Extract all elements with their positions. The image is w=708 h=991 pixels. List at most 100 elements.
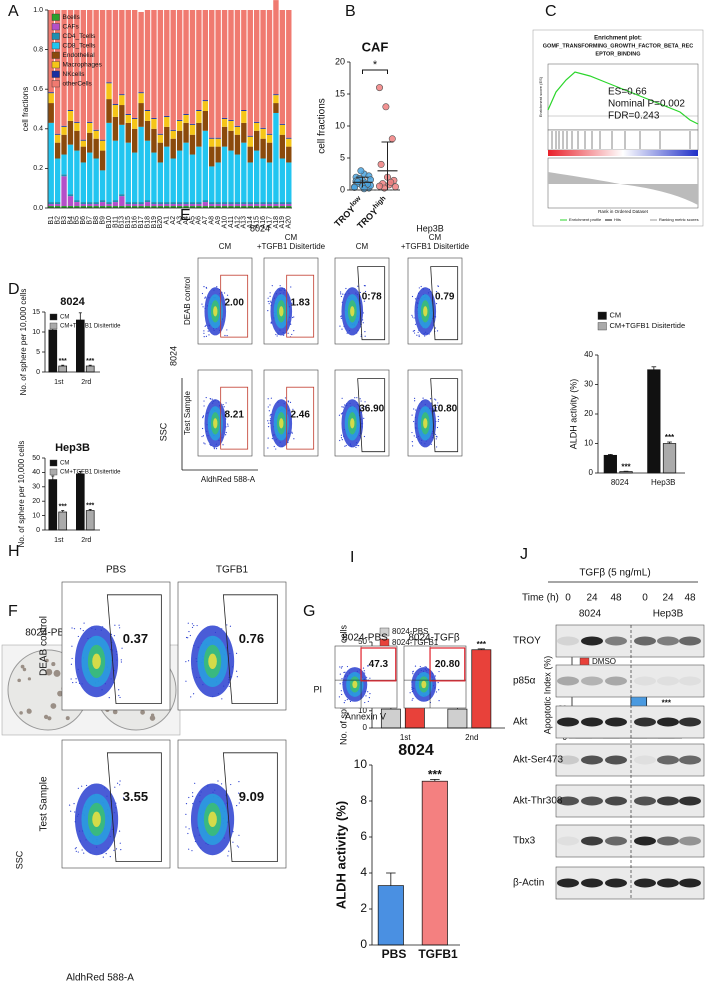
sphere bbox=[47, 716, 52, 721]
flow-event bbox=[223, 406, 225, 408]
flow-event bbox=[293, 316, 295, 318]
flow-event bbox=[413, 330, 416, 332]
bar-segment bbox=[202, 100, 209, 102]
x-tick-label: 2rd bbox=[81, 379, 91, 386]
sphere bbox=[140, 709, 145, 715]
bar-segment bbox=[61, 134, 67, 155]
flow-event bbox=[411, 699, 413, 701]
flow-event bbox=[341, 328, 343, 330]
significance: *** bbox=[86, 358, 94, 365]
flow-event bbox=[72, 681, 74, 684]
flow-value: 1.83 bbox=[290, 297, 310, 308]
bar-segment bbox=[144, 140, 151, 201]
gsea-stat: ES=0.66 bbox=[608, 87, 647, 98]
hits-box bbox=[547, 129, 699, 151]
blot-band bbox=[634, 878, 656, 888]
flow-event bbox=[202, 435, 205, 437]
flow-event bbox=[420, 285, 422, 288]
flow-event bbox=[223, 292, 226, 294]
x-tick-label: A9 bbox=[215, 216, 222, 225]
bar-segment bbox=[93, 202, 99, 205]
bar-segment bbox=[286, 162, 292, 203]
bar-segment bbox=[61, 206, 67, 208]
x-tick-label: B4 bbox=[67, 216, 74, 225]
x-tick-label: B8 bbox=[93, 216, 100, 225]
bar-segment bbox=[125, 204, 131, 207]
bar-segment bbox=[279, 158, 286, 203]
bar-segment bbox=[67, 110, 74, 121]
panel-letter: I bbox=[350, 549, 354, 566]
bar-segment bbox=[221, 10, 228, 118]
flow-event bbox=[187, 832, 189, 835]
bar-segment bbox=[234, 134, 241, 155]
y-axis-label: cell fractions bbox=[21, 87, 30, 131]
flow-event bbox=[363, 300, 366, 302]
flow-event bbox=[109, 855, 111, 858]
flow-event bbox=[81, 785, 83, 787]
flow-event bbox=[238, 834, 240, 836]
bar-segment bbox=[61, 126, 67, 135]
flow-event bbox=[201, 303, 203, 305]
bar bbox=[48, 329, 58, 373]
bar-segment bbox=[170, 206, 176, 208]
bar-segment bbox=[138, 206, 144, 208]
bar-segment bbox=[164, 204, 170, 207]
bar-segment bbox=[74, 10, 80, 122]
flow-event bbox=[338, 414, 341, 416]
bar-segment bbox=[125, 113, 131, 115]
bar-segment bbox=[54, 206, 61, 208]
bar-segment bbox=[176, 119, 183, 121]
flow-event bbox=[82, 629, 84, 632]
bar-segment bbox=[138, 126, 144, 203]
bar-segment bbox=[234, 202, 241, 205]
bar-segment bbox=[241, 206, 247, 208]
bar-segment bbox=[253, 206, 260, 208]
sphere bbox=[112, 709, 118, 715]
condition-label: CM bbox=[219, 242, 232, 251]
flow-event bbox=[424, 666, 426, 668]
flow-event bbox=[85, 784, 88, 787]
flow-event bbox=[436, 446, 438, 448]
significance: *** bbox=[86, 502, 94, 509]
protein-label: TROY bbox=[513, 636, 541, 647]
flow-event bbox=[434, 327, 436, 329]
flow-event bbox=[238, 792, 240, 794]
bar-segment bbox=[119, 124, 125, 195]
bar-segment bbox=[99, 200, 106, 203]
flow-event bbox=[284, 397, 287, 399]
bar-segment bbox=[144, 120, 151, 141]
bar-segment bbox=[215, 146, 221, 163]
x-tick-label: A7 bbox=[202, 216, 209, 225]
legend-swatch bbox=[49, 313, 58, 321]
flow-event bbox=[290, 286, 292, 288]
bar-segment bbox=[279, 206, 286, 208]
significance: *** bbox=[477, 640, 487, 649]
x-tick-label: B2 bbox=[54, 216, 61, 225]
x-tick-label: A5 bbox=[189, 216, 196, 225]
flow-event bbox=[71, 657, 73, 660]
cell-line-header: Hep3B bbox=[416, 223, 444, 233]
flow-event bbox=[364, 290, 367, 293]
bar-segment bbox=[209, 204, 215, 207]
y-tick-label: 30 bbox=[584, 380, 593, 389]
bar-segment bbox=[80, 10, 87, 140]
time-point: 48 bbox=[684, 593, 696, 604]
bar-segment bbox=[170, 10, 176, 130]
sphere bbox=[150, 713, 155, 717]
flow-event bbox=[279, 285, 281, 287]
flow-event bbox=[203, 405, 205, 407]
gsea-title: Enrichment plot: bbox=[594, 36, 642, 42]
x-tick-label: B16 bbox=[132, 216, 139, 229]
legend-swatch bbox=[51, 51, 60, 59]
protein-label: Tbx3 bbox=[513, 836, 536, 847]
bar-segment bbox=[253, 121, 260, 123]
blot-band bbox=[634, 636, 656, 646]
bar-segment bbox=[48, 10, 54, 93]
flow-event bbox=[413, 420, 415, 423]
x-tick-label: B6 bbox=[80, 216, 87, 225]
flow-event bbox=[340, 293, 342, 295]
blot-band bbox=[557, 878, 579, 888]
flow-event bbox=[411, 431, 413, 434]
gsea-x-label: Rank in Ordered Dataset bbox=[598, 209, 649, 214]
bar-segment bbox=[247, 146, 253, 163]
